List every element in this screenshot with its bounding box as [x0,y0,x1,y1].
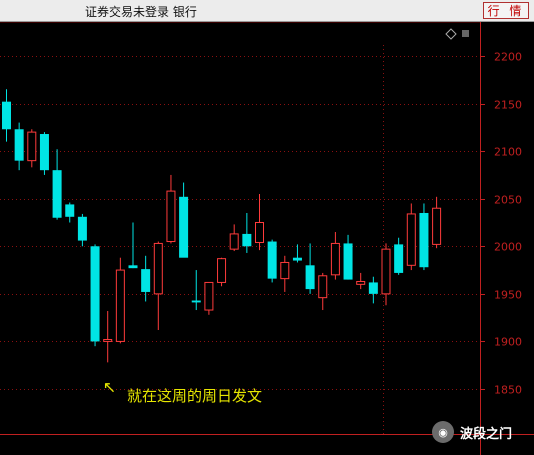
tick-label: 2100 [494,146,522,159]
watermark-text: 波段之门 [460,423,512,442]
candle-body [2,102,11,130]
candle-body [281,262,289,278]
wechat-logo-icon: ◉ [432,421,454,443]
tick-label: 2200 [494,51,522,64]
candle-body [331,243,339,274]
candle-body [154,243,162,293]
candle-body [369,282,378,293]
candle-body [141,269,150,292]
candle-body [91,246,100,341]
candle-body [407,214,415,265]
candle-body [53,170,62,218]
tick-label: 2000 [494,241,522,254]
candle-body [357,281,365,284]
annotation-text: 就在这周的周日发文 [127,385,262,406]
candle-body [344,243,353,279]
tick-label: 2150 [494,99,522,112]
candle-body [15,129,24,160]
tick-label: 1950 [494,289,522,302]
candle-body [419,213,428,267]
candle-body [205,282,213,310]
tick-label: 1850 [494,384,522,397]
candle-body [382,249,390,294]
candle-body [293,258,302,261]
candle-body [306,265,315,289]
candle-body [218,259,226,283]
candle-body [268,242,277,279]
candle-body [179,197,188,258]
candle-body [433,208,441,244]
candle-body [256,223,264,243]
candle-body [116,270,124,341]
candle-body [65,204,74,216]
diamond-icon [446,29,456,39]
candle-body [78,217,87,241]
square-icon [462,30,469,37]
candle-body [129,265,138,268]
candle-body [242,234,251,246]
diamond-marker: ↖ [103,29,469,396]
candle-body [394,244,403,273]
candle-body [40,134,49,170]
candle-body [230,234,238,249]
candle-body [167,191,175,241]
annotation-arrow: ↖ [103,377,116,396]
candle-body [104,340,112,342]
tick-label: 2050 [494,194,522,207]
tick-label: 1900 [494,336,522,349]
watermark: ◉ 波段之门 [432,420,512,444]
candle-body [28,132,36,161]
candle-body [192,301,201,303]
candle-body [319,276,327,298]
candles [2,89,441,362]
